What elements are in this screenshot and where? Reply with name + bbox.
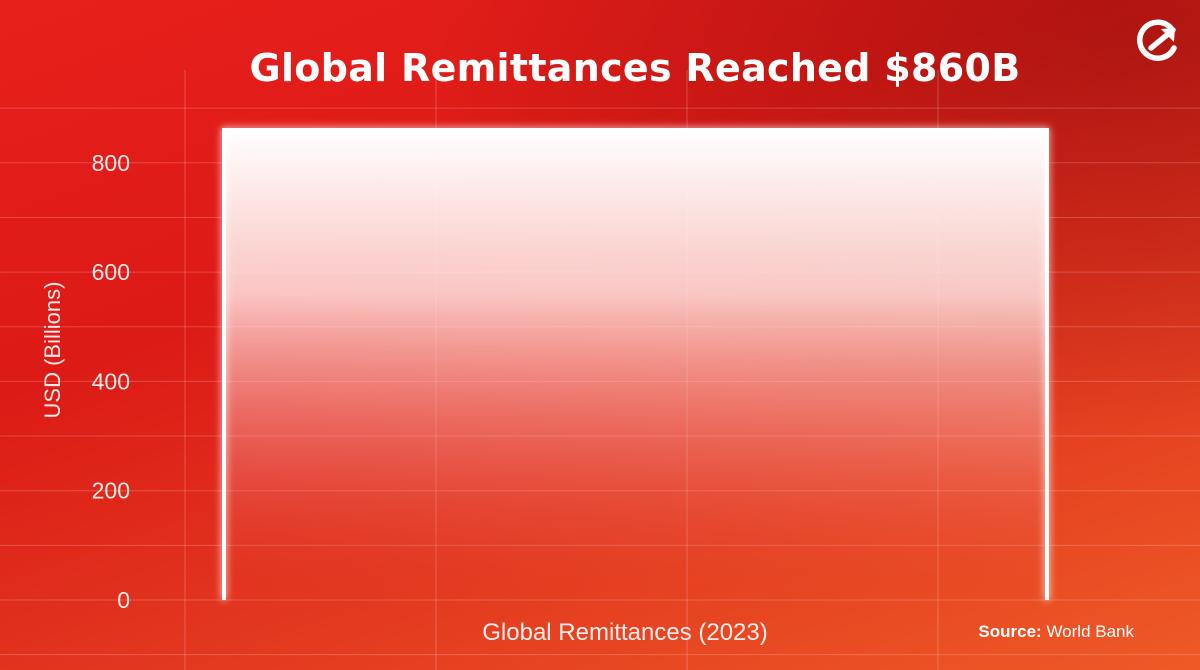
axes xyxy=(140,100,1135,602)
source-value: World Bank xyxy=(1046,622,1134,641)
x-axis-label: Global Remittances (2023) xyxy=(482,619,767,646)
source-note: Source: World Bank xyxy=(978,622,1134,642)
y-tick-label: 400 xyxy=(92,368,130,394)
bars xyxy=(222,128,1049,600)
y-tick-labels: 0 200 400 600 800 xyxy=(92,150,130,613)
y-tick-label: 200 xyxy=(92,478,130,504)
y-tick-label: 800 xyxy=(92,150,130,176)
y-tick-label: 600 xyxy=(92,259,130,285)
y-tick-label: 0 xyxy=(117,587,130,613)
circle-arrow-logo-icon xyxy=(1137,19,1177,61)
y-axis-label: USD (Billions) xyxy=(40,282,65,419)
source-label: Source: xyxy=(978,622,1042,641)
chart-title: Global Remittances Reached $860B xyxy=(249,46,1021,90)
bar xyxy=(224,130,1047,600)
bar-outline xyxy=(222,128,1049,600)
